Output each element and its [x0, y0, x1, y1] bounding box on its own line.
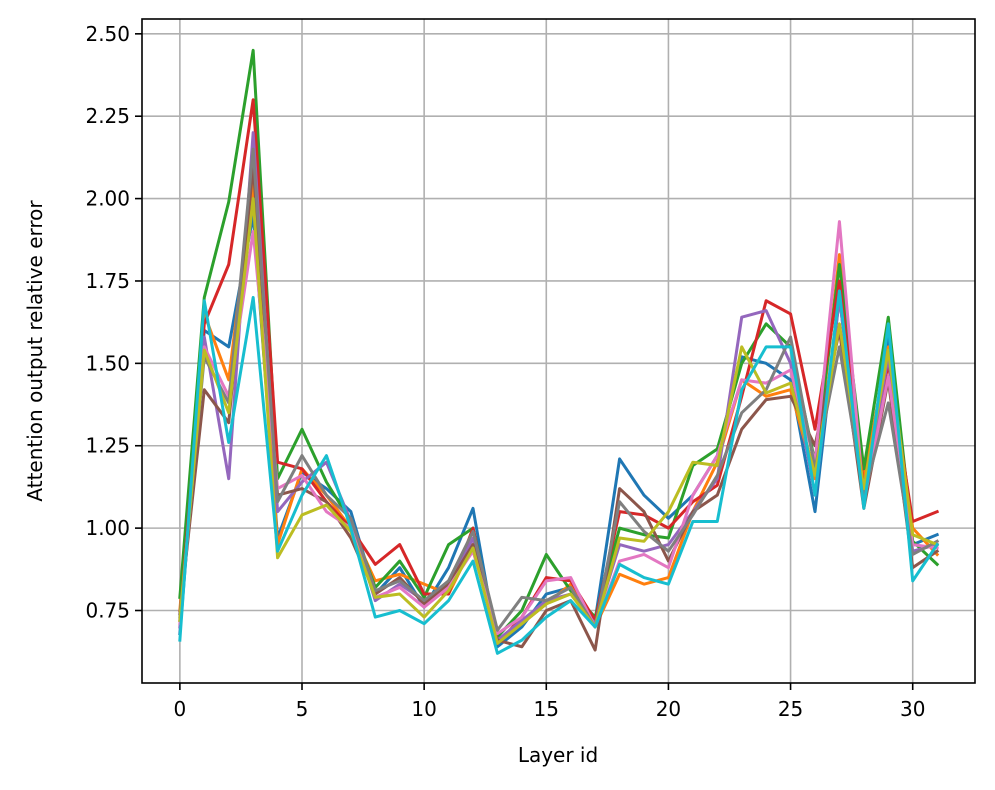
x-axis-label: Layer id	[518, 743, 598, 767]
series-lines	[178, 48, 940, 655]
y-tick-label: 1.00	[85, 516, 130, 540]
x-tick-label: 15	[534, 697, 559, 721]
y-tick-label: 1.75	[85, 269, 130, 293]
axis-ticks: 0 5 10 15 20 25 30 0.75 1.00 1.25 1.50 1.75 2.00 2.25…	[85, 22, 925, 721]
series-line-8	[178, 147, 940, 632]
series-line-9	[178, 197, 940, 645]
x-tick-label: 10	[411, 697, 436, 721]
plot-frame	[141, 18, 976, 684]
y-tick-label: 1.50	[85, 351, 130, 375]
series-line-6	[178, 164, 940, 652]
y-tick-label: 1.25	[85, 434, 130, 458]
y-tick-label: 2.50	[85, 22, 130, 46]
y-tick-label: 0.75	[85, 599, 130, 623]
y-axis-label: Attention output relative error	[23, 200, 47, 502]
x-tick-label: 5	[296, 697, 309, 721]
x-tick-label: 20	[656, 697, 681, 721]
y-tick-label: 2.00	[85, 187, 130, 211]
x-tick-label: 30	[900, 697, 925, 721]
x-tick-label: 0	[173, 697, 186, 721]
y-tick-label: 2.25	[85, 104, 130, 128]
series-line-10	[178, 289, 940, 655]
x-tick-label: 25	[778, 697, 803, 721]
series-line-3	[178, 48, 940, 639]
